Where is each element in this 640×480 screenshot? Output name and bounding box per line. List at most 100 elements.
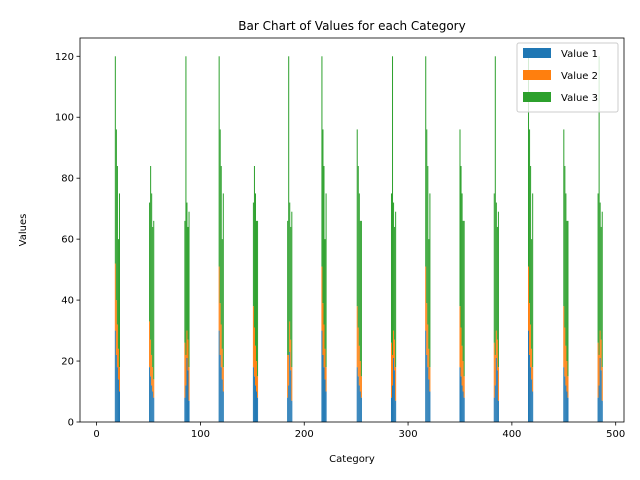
bar-value-1-g13-b2: [565, 385, 567, 422]
x-ticks: 0 100 200 300 400 500: [93, 422, 625, 440]
bar-value-3-g9-b1: [426, 129, 428, 304]
y-tick-label: 80: [61, 174, 74, 185]
bar-value-3-g2-b1: [185, 56, 187, 355]
bar-value-3-g0-b0: [114, 56, 116, 264]
bar-value-2-g3-b0: [218, 266, 220, 331]
bar-value-3-g14-b1: [598, 56, 600, 355]
bar-value-1-g6-b3: [324, 379, 326, 422]
bar-value-3-g5-b0: [287, 220, 289, 355]
bar-value-2-g6-b0: [321, 266, 323, 331]
bar-value-2-g4-b0: [252, 306, 254, 368]
bar-value-3-g11-b4: [497, 211, 499, 368]
bar-value-3-g12-b2: [530, 166, 532, 325]
bar-value-3-g12-b1: [529, 129, 531, 304]
bar-value-3-g7-b4: [360, 220, 362, 377]
bar-value-3-g11-b1: [494, 56, 496, 355]
bar-value-1-g6-b0: [321, 330, 323, 422]
bar-value-2-g12-b1: [529, 303, 531, 355]
legend-label-value-1: Value 1: [561, 49, 598, 60]
bar-value-2-g4-b1: [253, 327, 255, 377]
bar-value-3-g4-b2: [254, 193, 256, 346]
x-tick-label: 500: [606, 429, 625, 440]
bar-value-1-g3-b0: [218, 330, 220, 422]
bar-value-2-g7-b2: [358, 345, 360, 386]
bar-value-2-g10-b2: [461, 345, 463, 386]
bar-value-3-g5-b2: [289, 202, 291, 322]
bar-value-1-g0-b0: [114, 330, 116, 422]
legend-label-value-2: Value 2: [561, 71, 598, 82]
bar-value-2-g13-b3: [566, 361, 568, 392]
bar-value-3-g10-b1: [460, 166, 462, 328]
bar-value-3-g3-b1: [219, 129, 221, 304]
bar-value-1-g8-b2: [393, 358, 395, 422]
bar-value-1-g7-b4: [360, 397, 362, 422]
bar-value-2-g0-b4: [118, 367, 120, 392]
bar-value-2-g12-b2: [530, 324, 532, 368]
plot-frame: [79, 37, 625, 423]
bar-value-1-g13-b4: [567, 397, 569, 422]
bar-value-1-g11-b0: [493, 397, 495, 422]
bar-value-1-g5-b0: [287, 397, 289, 422]
bar-value-2-g3-b1: [219, 303, 221, 355]
bar-value-1-g1-b4: [153, 397, 155, 422]
bar-value-3-g9-b4: [429, 193, 431, 368]
bar-value-1-g8-b0: [390, 397, 392, 422]
bar-value-3-g6-b3: [324, 239, 326, 349]
bar-value-3-g6-b0: [321, 56, 323, 267]
bar-value-2-g9-b4: [429, 367, 431, 392]
bar-value-2-g11-b2: [495, 330, 497, 358]
bar-value-3-g1-b0: [149, 202, 151, 322]
bar-value-2-g2-b4: [188, 367, 190, 401]
bar-value-3-g8-b1: [392, 56, 394, 355]
bar-value-3-g7-b2: [358, 193, 360, 346]
bar-value-1-g5-b4: [291, 400, 293, 422]
bar-value-2-g1-b4: [153, 379, 155, 398]
bar-value-2-g7-b4: [360, 376, 362, 398]
bar-value-2-g13-b0: [563, 306, 565, 368]
bar-value-1-g9-b3: [428, 379, 430, 422]
bar-value-3-g3-b0: [218, 56, 220, 267]
bar-value-2-g12-b0: [528, 266, 530, 331]
bar-value-3-g0-b2: [116, 166, 118, 325]
bar-value-3-g3-b3: [221, 239, 223, 349]
bar-value-3-g4-b4: [257, 220, 259, 377]
bar-value-3-g10-b3: [462, 220, 464, 362]
bar-value-1-g3-b3: [221, 379, 223, 422]
bar-value-3-g13-b4: [567, 220, 569, 377]
bar-value-3-g13-b1: [564, 166, 566, 328]
bar-value-3-g2-b2: [186, 202, 188, 331]
bar-value-3-g7-b3: [359, 220, 361, 362]
y-tick-label: 0: [68, 418, 74, 429]
bar-value-3-g6-b2: [323, 166, 325, 325]
bar-value-3-g0-b4: [118, 193, 120, 368]
bar-value-3-g13-b3: [566, 220, 568, 362]
bar-value-1-g12-b3: [531, 379, 533, 422]
bar-value-2-g6-b2: [323, 324, 325, 368]
bar-value-1-g13-b0: [563, 367, 565, 422]
bar-value-1-g12-b0: [528, 330, 530, 422]
x-tick-label: 400: [502, 429, 521, 440]
bar-value-1-g4-b3: [256, 391, 258, 422]
bar-value-1-g14-b1: [598, 385, 600, 422]
bar-value-1-g3-b4: [222, 391, 224, 422]
y-tick-label: 100: [55, 113, 74, 124]
bar-value-2-g2-b3: [187, 339, 189, 371]
bar-value-2-g1-b2: [151, 354, 153, 386]
chart-title: Bar Chart of Values for each Category: [238, 19, 465, 33]
bar-value-2-g13-b4: [567, 376, 569, 398]
bar-value-3-g12-b3: [531, 239, 533, 349]
bar-value-2-g11-b3: [496, 339, 498, 371]
bar-value-1-g3-b2: [220, 367, 222, 422]
bar-value-1-g9-b2: [427, 367, 429, 422]
bar-value-3-g0-b1: [115, 129, 117, 301]
bar-value-3-g0-b3: [117, 239, 119, 349]
bar-value-3-g2-b4: [188, 211, 190, 368]
bar-value-2-g7-b1: [357, 327, 359, 377]
bar-value-2-g0-b1: [115, 300, 117, 355]
bar-value-2-g9-b3: [428, 348, 430, 380]
bar-value-2-g0-b2: [116, 324, 118, 368]
bar-value-1-g13-b3: [566, 391, 568, 422]
bar-value-3-g11-b3: [496, 226, 498, 340]
bar-value-2-g6-b3: [324, 348, 326, 380]
bar-value-1-g11-b4: [497, 400, 499, 422]
